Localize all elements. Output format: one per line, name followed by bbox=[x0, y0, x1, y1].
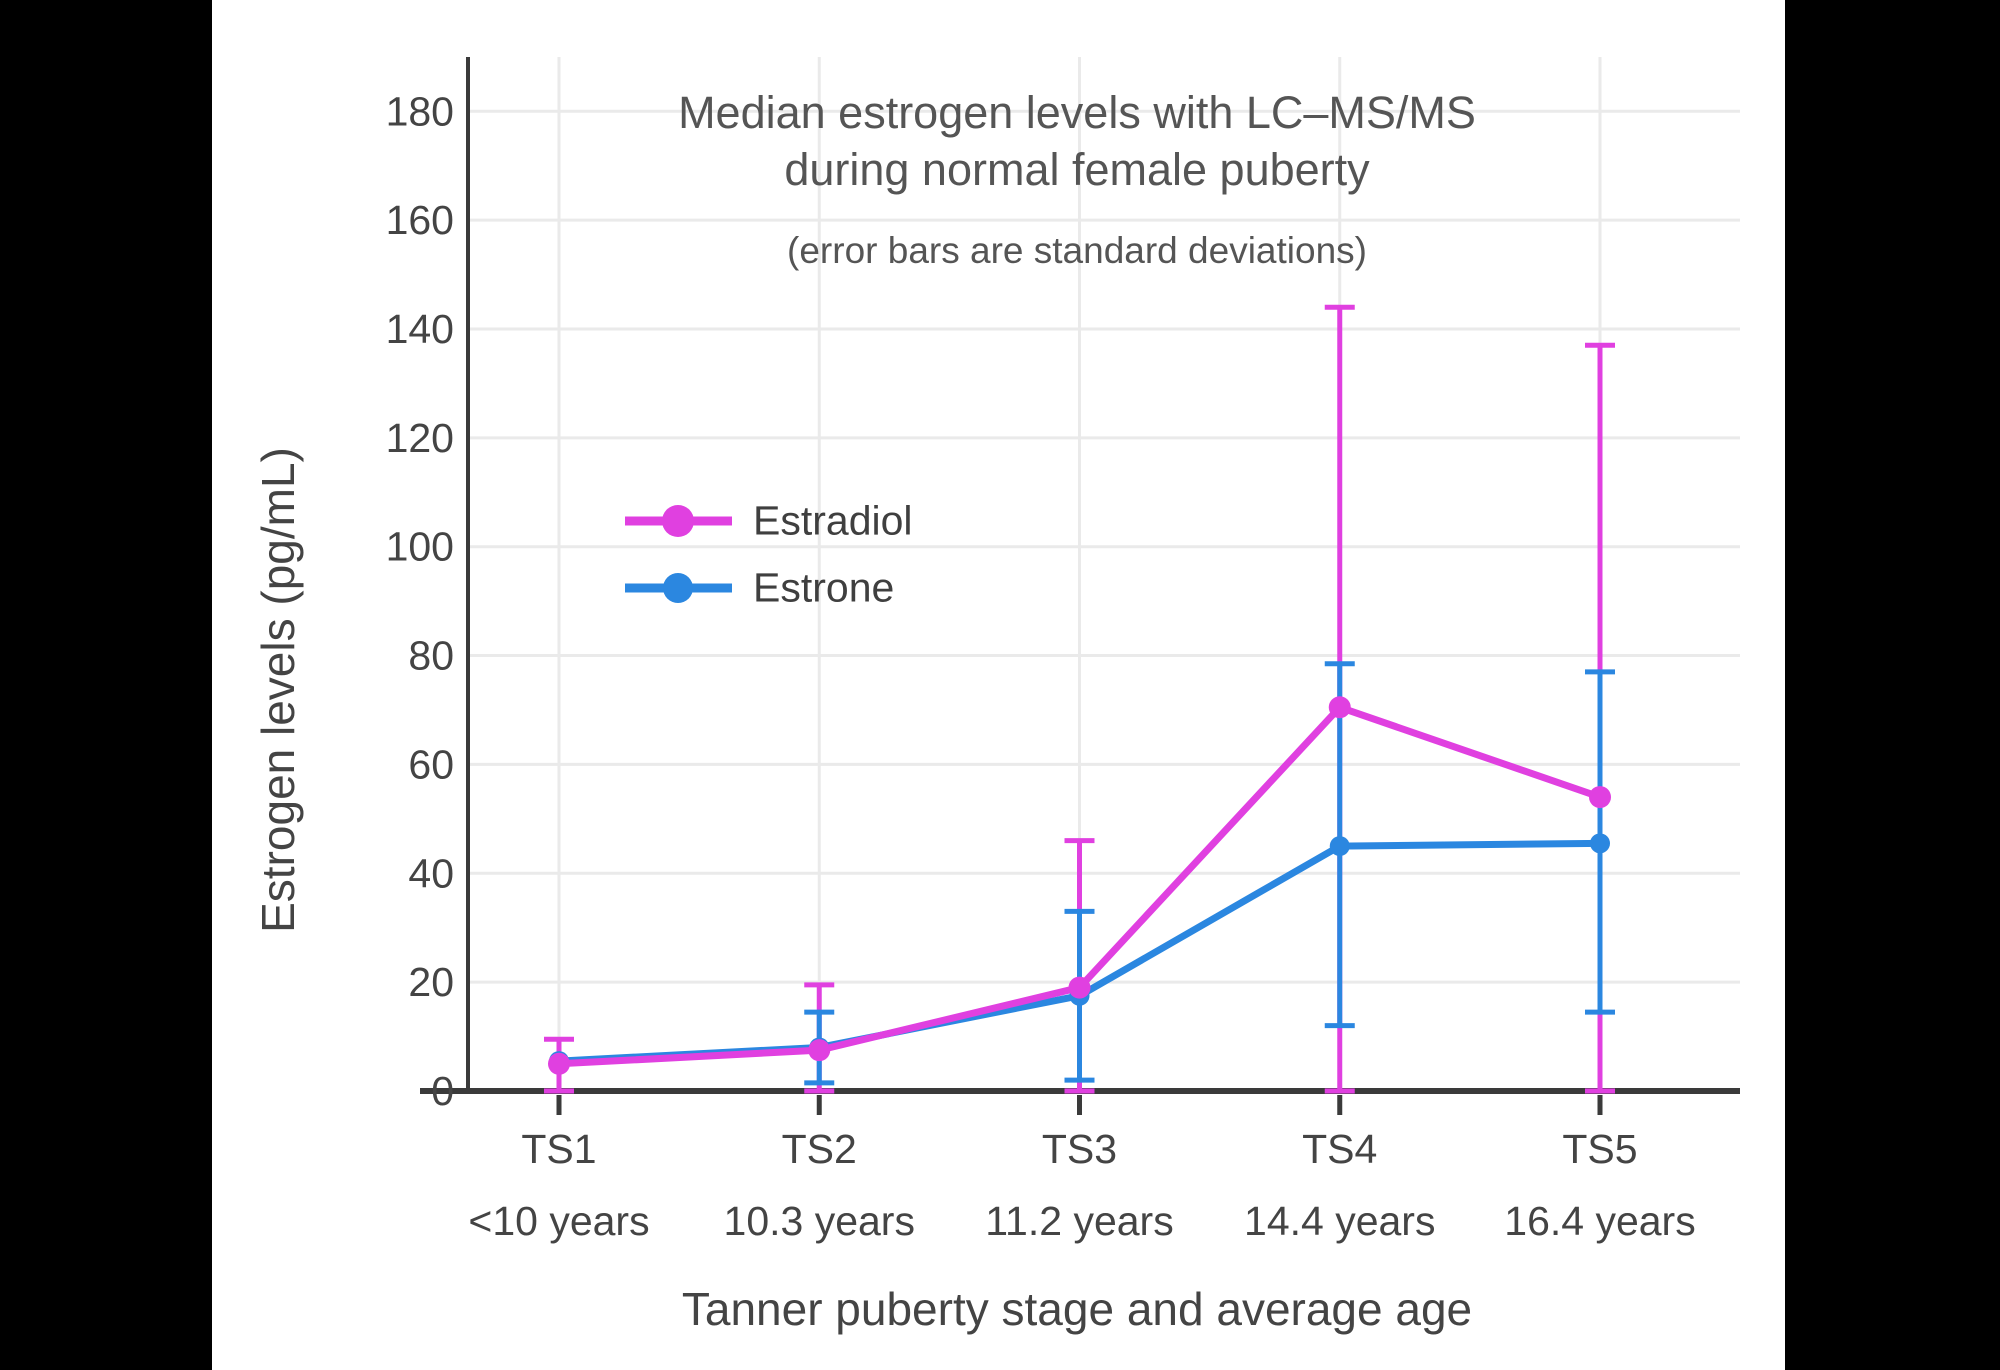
data-point-estradiol bbox=[808, 1039, 831, 1062]
y-tick-label: 180 bbox=[386, 88, 454, 134]
x-tick-label: TS1 bbox=[521, 1126, 596, 1172]
chart-title: Median estrogen levels with LC–MS/MS dur… bbox=[678, 84, 1476, 198]
data-point-estrone bbox=[1329, 836, 1350, 857]
chart-title-line1: Median estrogen levels with LC–MS/MS bbox=[678, 87, 1476, 138]
x-tick-label: TS5 bbox=[1562, 1126, 1637, 1172]
x-age-label: <10 years bbox=[468, 1198, 649, 1244]
line-chart: 0 20 40 60 80 100 120 140 160 180 TS1 <10 years TS2 1… bbox=[386, 57, 1740, 1244]
x-tick-label: TS3 bbox=[1042, 1126, 1117, 1172]
data-point-estradiol bbox=[1068, 976, 1091, 999]
y-tick-label: 140 bbox=[386, 306, 454, 352]
x-age-label: 16.4 years bbox=[1504, 1198, 1695, 1244]
legend-item-estrone[interactable]: Estrone bbox=[753, 564, 895, 611]
legend-item-estradiol[interactable]: Estradiol bbox=[753, 497, 913, 544]
x-age-label: 11.2 years bbox=[985, 1198, 1173, 1244]
y-tick-label: 0 bbox=[431, 1068, 454, 1114]
x-tick-label: TS2 bbox=[782, 1126, 857, 1172]
legend-marker-estradiol[interactable] bbox=[662, 505, 694, 537]
chart-subtitle: (error bars are standard deviations) bbox=[787, 230, 1367, 271]
y-tick-label: 20 bbox=[408, 959, 454, 1005]
x-axis-title: Tanner puberty stage and average age bbox=[681, 1283, 1473, 1335]
y-tick-label: 60 bbox=[408, 741, 454, 787]
data-point-estradiol bbox=[1589, 786, 1611, 809]
chart-title-line2: during normal female puberty bbox=[784, 144, 1370, 195]
y-tick-label: 120 bbox=[386, 415, 454, 461]
y-tick-label: 100 bbox=[386, 524, 454, 570]
x-age-label: 14.4 years bbox=[1244, 1198, 1435, 1244]
legend-marker-estrone[interactable] bbox=[663, 573, 693, 603]
y-tick-label: 40 bbox=[408, 850, 454, 896]
y-tick-label: 160 bbox=[386, 197, 454, 243]
data-point-estradiol bbox=[1328, 696, 1351, 719]
x-age-label: 10.3 years bbox=[724, 1198, 915, 1244]
y-axis-title: Estrogen levels (pg/mL) bbox=[252, 447, 304, 933]
data-point-estradiol bbox=[548, 1052, 570, 1075]
y-tick-label: 80 bbox=[408, 633, 454, 679]
data-point-estrone bbox=[1590, 833, 1610, 854]
figure-canvas: 0 20 40 60 80 100 120 140 160 180 TS1 <10 years TS2 1… bbox=[212, 0, 1785, 1370]
x-tick-label: TS4 bbox=[1302, 1126, 1377, 1172]
